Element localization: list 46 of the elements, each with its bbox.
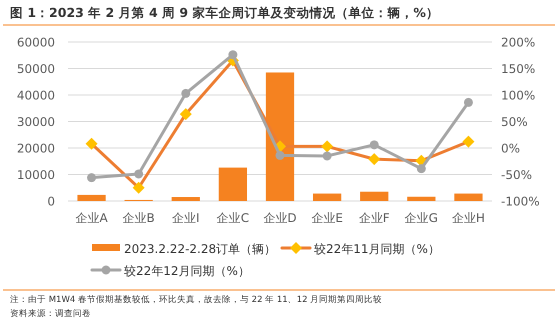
bar: [172, 197, 200, 201]
point: [276, 150, 284, 160]
point: [370, 140, 379, 150]
y2-tick-label: 200%: [501, 36, 536, 50]
y-tick-label: 50000: [16, 62, 55, 76]
bar: [77, 194, 106, 201]
y2-tick-label: -50%: [501, 168, 532, 182]
x-tick-label: 企业E: [311, 211, 343, 225]
x-tick-label: 企业D: [263, 211, 297, 225]
y-tick-label: 30000: [16, 115, 55, 129]
y2-tick-label: -100%: [501, 194, 540, 208]
point: [87, 173, 96, 182]
x-tick-label: 企业H: [452, 211, 485, 225]
x-tick-label: 企业A: [75, 211, 108, 225]
y-tick-label: 20000: [16, 142, 55, 156]
legend-label: 较22年12月同期（%）: [124, 264, 250, 278]
x-tick-label: 企业F: [358, 211, 390, 225]
y2-tick-label: 50%: [501, 115, 528, 129]
y2-tick-label: 100%: [501, 88, 536, 102]
bar: [407, 196, 436, 201]
legend-label: 2023.2.22-2.28订单（辆）: [124, 242, 276, 256]
point: [228, 50, 238, 60]
y2-tick-label: 150%: [501, 62, 536, 76]
text: 注：由于 M1W4 春节假期基数较低，环比失真，故去除，与 22 年 11、12 月同期第四周比较: [10, 294, 382, 305]
bar: [266, 72, 294, 201]
text: 资料来源：调查问卷: [10, 308, 91, 319]
legend-label: 较22年11月同期（%）: [314, 242, 440, 256]
x-tick-label: 企业I: [172, 211, 200, 225]
bar: [360, 192, 388, 201]
x-tick-label: 企业B: [122, 211, 155, 225]
point: [464, 98, 473, 107]
point: [134, 169, 144, 178]
y-tick-label: 0: [47, 194, 55, 208]
point: [416, 164, 426, 174]
x-tick-label: 企业C: [216, 211, 250, 225]
point: [322, 151, 332, 160]
bar: [454, 194, 483, 201]
bar: [218, 168, 248, 201]
y-tick-label: 10000: [16, 168, 55, 182]
y-tick-label: 40000: [16, 88, 55, 102]
x-tick-label: 企业G: [404, 211, 438, 225]
y-tick-label: 60000: [16, 36, 55, 50]
point: [181, 88, 190, 98]
chart-title: 图 1：2023 年 2 月第 4 周 9 家车企周订单及变动情况（单位：辆，%）: [10, 5, 439, 20]
bar: [312, 194, 342, 201]
y2-tick-label: 0%: [501, 142, 520, 156]
